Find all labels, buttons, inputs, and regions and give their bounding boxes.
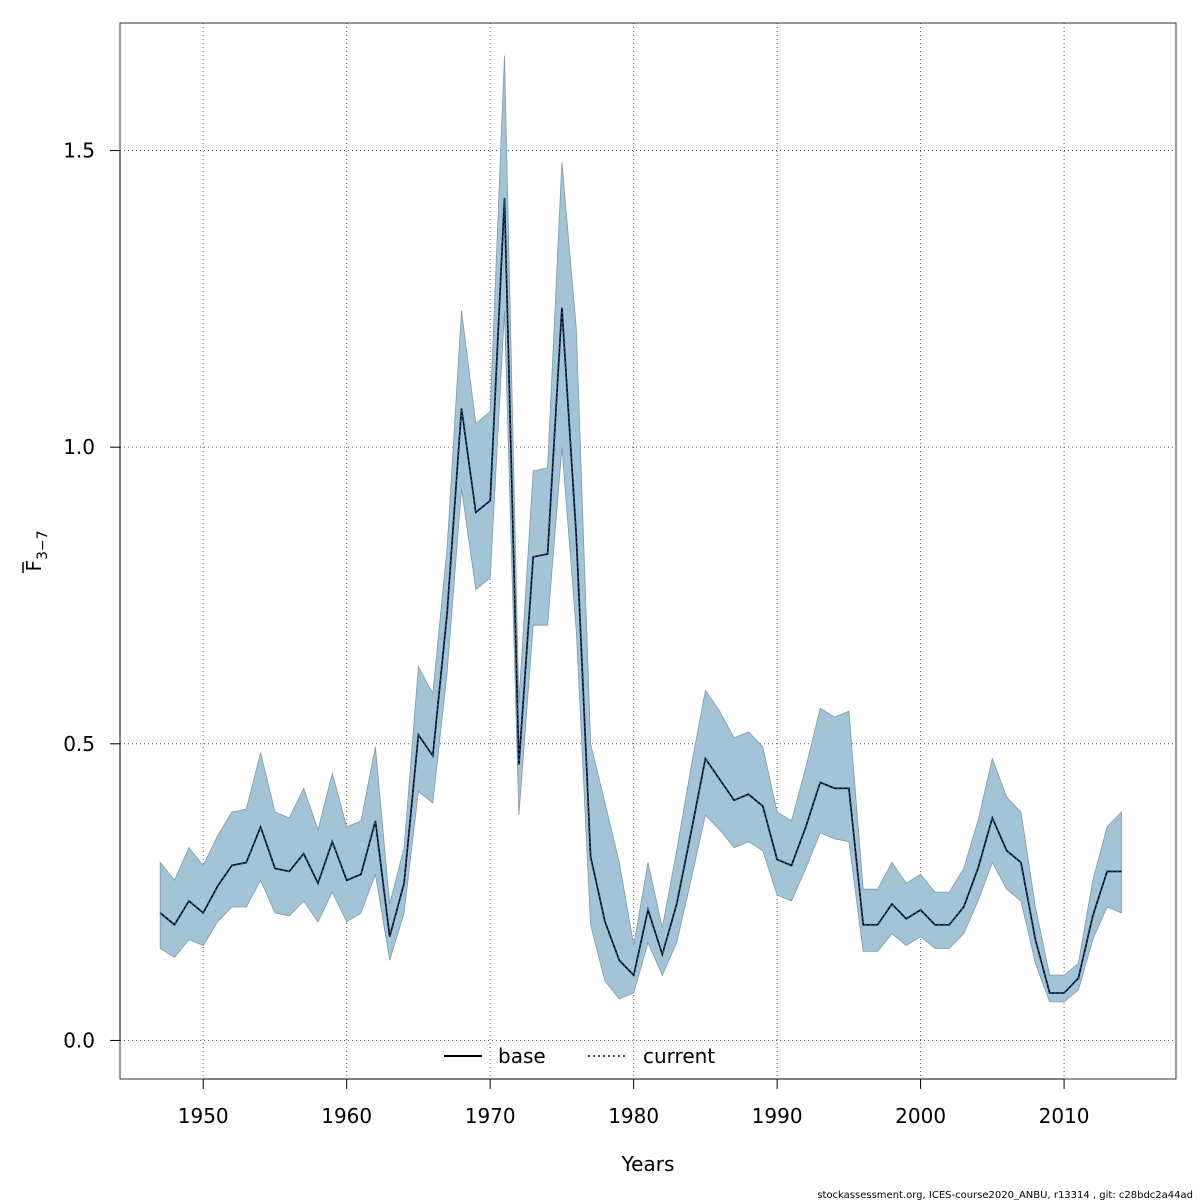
y-tick-label: 0.5 (63, 732, 95, 756)
footer-credit: stockassessment.org, ICES-course2020_ANB… (817, 1190, 1193, 1200)
y-axis-label-main: F (22, 560, 46, 572)
x-tick-label: 1960 (321, 1104, 372, 1128)
y-tick-label: 0.0 (63, 1028, 95, 1052)
y-axis: 0.0 0.5 1.0 1.5 (63, 139, 121, 1052)
y-tick-label: 1.0 (63, 435, 95, 459)
legend-base-label: base (498, 1044, 546, 1068)
y-tick-label: 1.5 (63, 139, 95, 163)
x-tick-label: 1990 (752, 1104, 803, 1128)
x-axis-label: Years (621, 1152, 675, 1176)
x-tick-label: 2010 (1039, 1104, 1090, 1128)
grid-lines (120, 23, 1176, 1079)
legend-current-label: current (643, 1044, 715, 1068)
series-line-current (159, 197, 1122, 994)
legend: base current (444, 1044, 715, 1068)
x-tick-label: 1980 (608, 1104, 659, 1128)
x-tick-label: 1970 (465, 1104, 516, 1128)
confidence-band-layer (159, 55, 1122, 1003)
y-axis-label-sub: 3−7 (35, 530, 51, 560)
svg-text:F3−7: F3−7 (22, 530, 51, 571)
y-axis-label: F3−7 (22, 530, 51, 573)
x-tick-label: 2000 (895, 1104, 946, 1128)
confidence-band (159, 55, 1122, 1003)
x-tick-label: 1950 (178, 1104, 229, 1128)
series-lines (159, 197, 1122, 994)
x-axis: 1950 1960 1970 1980 1990 2000 2010 (178, 1078, 1090, 1128)
